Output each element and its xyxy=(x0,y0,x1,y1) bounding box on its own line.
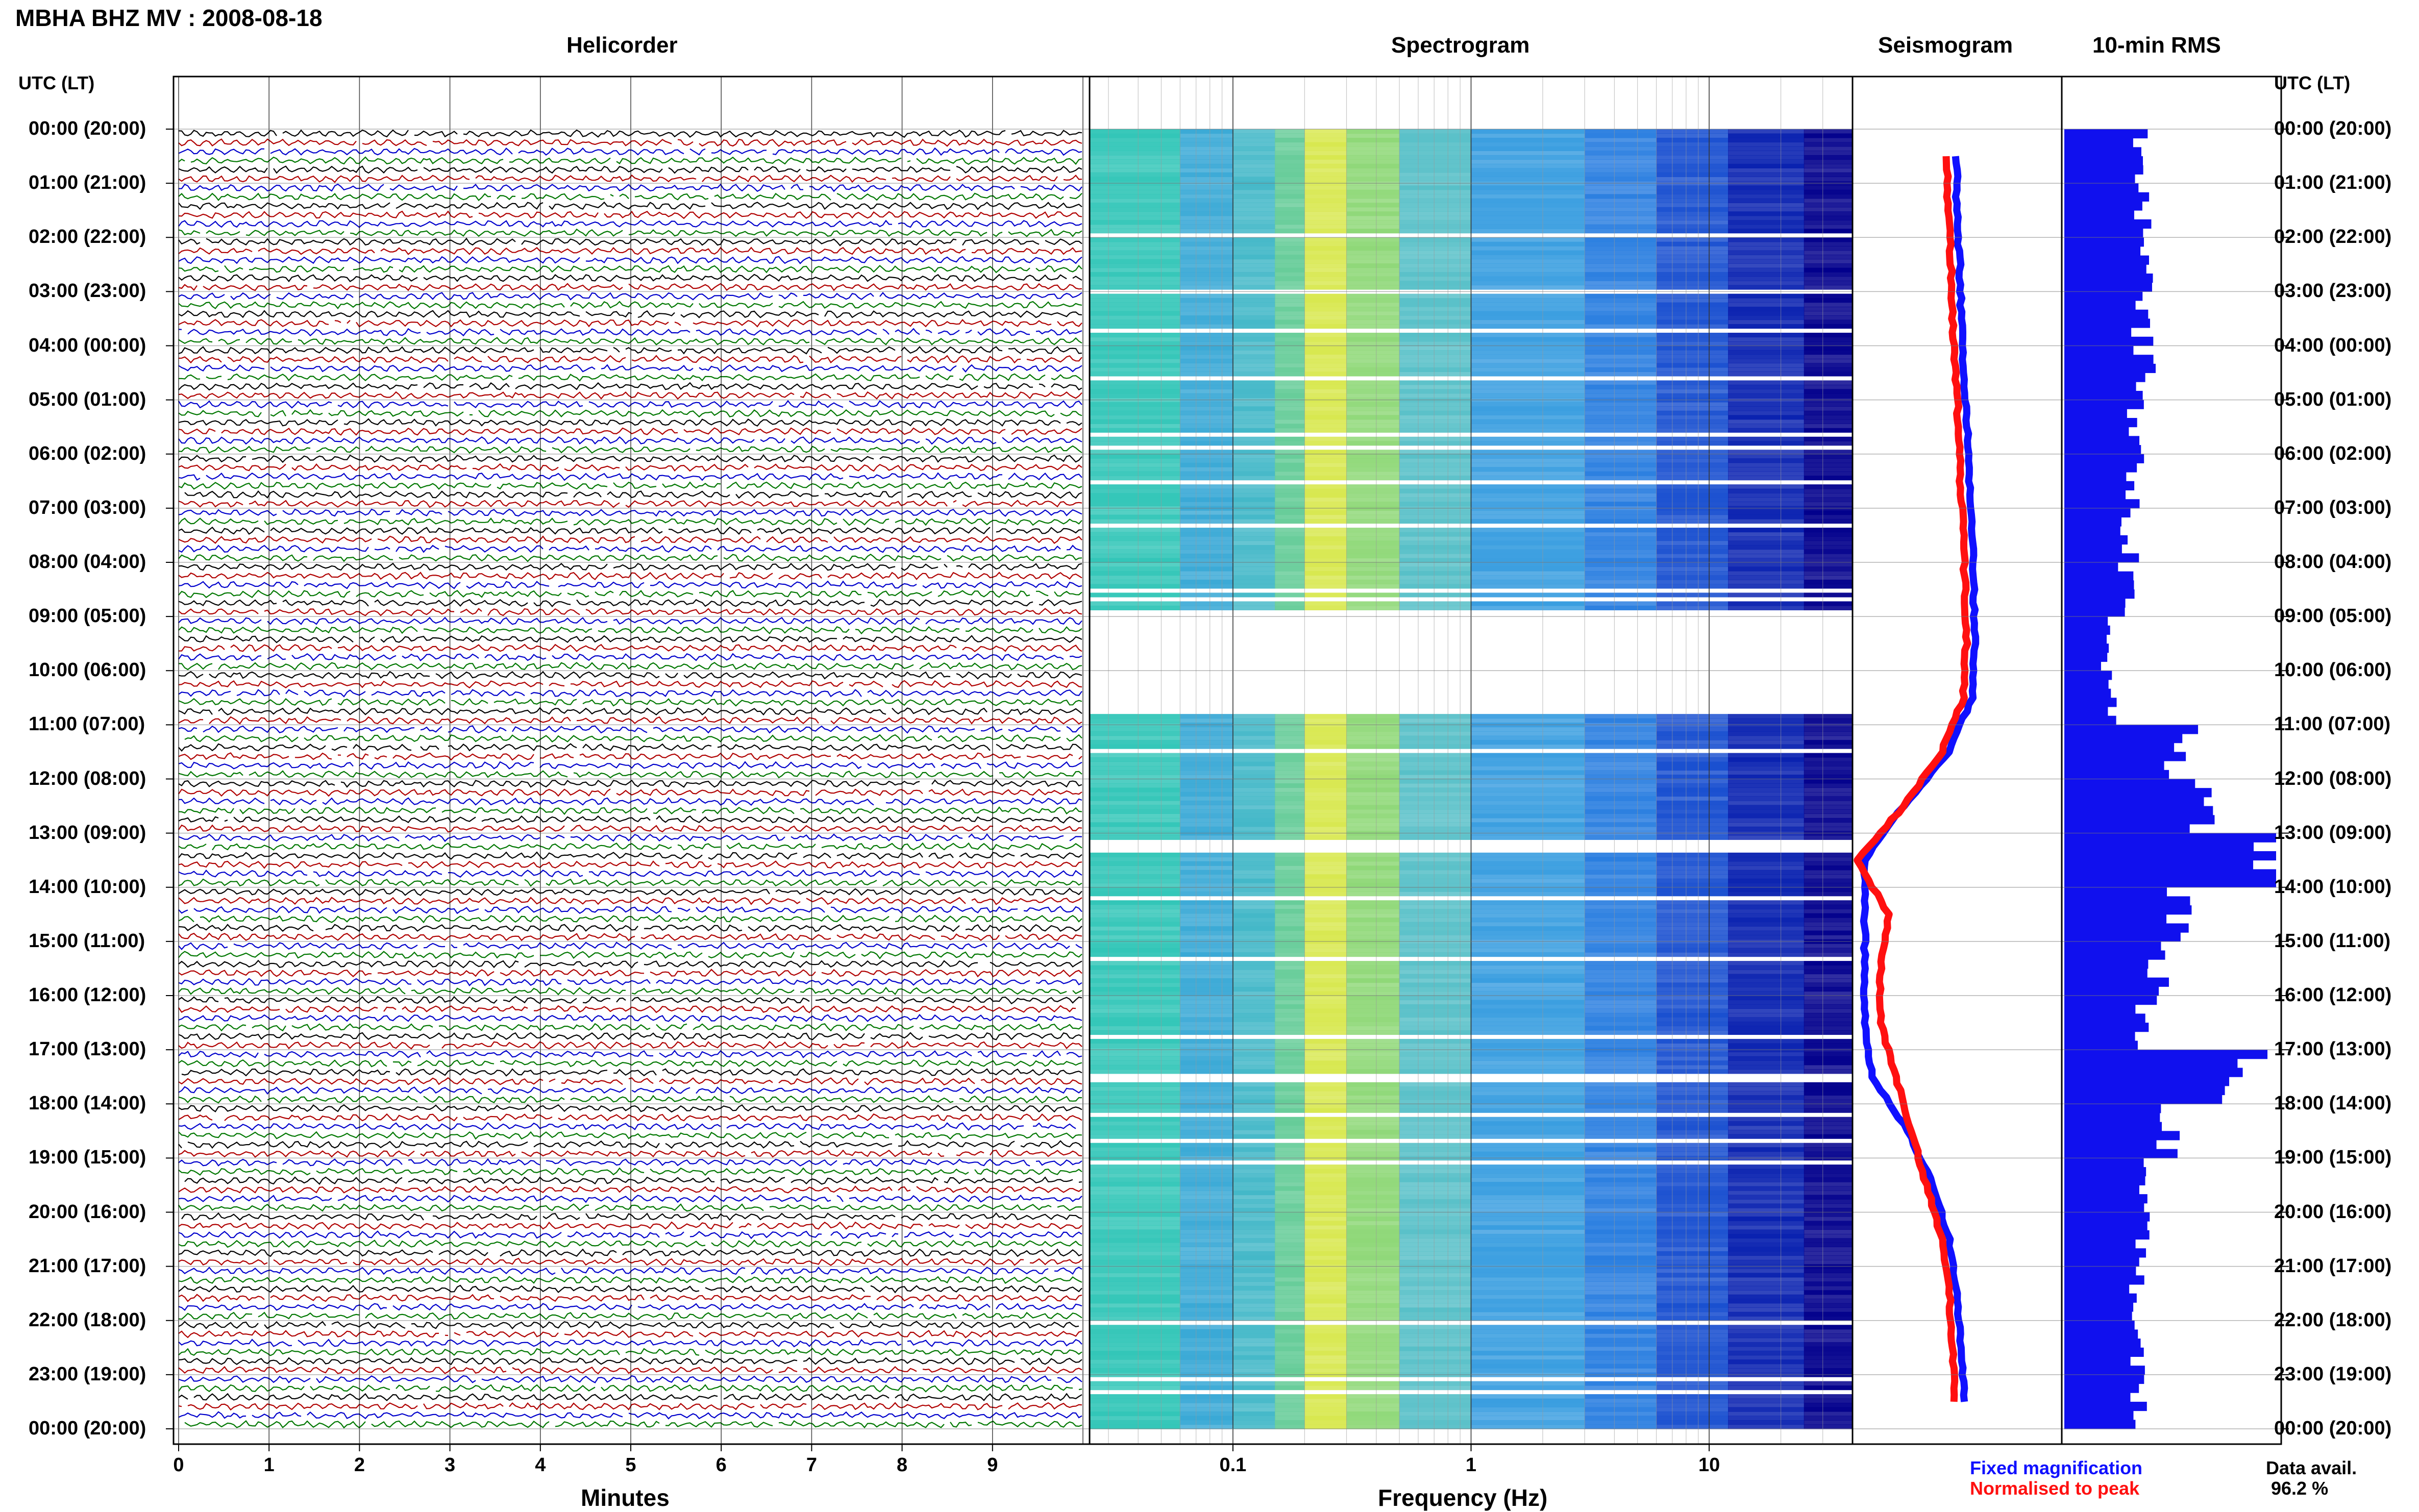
time-label-left: 14:00 (10:00) xyxy=(29,876,146,898)
frequency-tick-label: 10 xyxy=(1698,1454,1720,1476)
panel-frames xyxy=(166,76,2289,1451)
time-label-right: 19:00 (15:00) xyxy=(2274,1147,2392,1169)
time-label-left: 00:00 (20:00) xyxy=(29,118,146,139)
time-label-left: 11:00 (07:00) xyxy=(29,713,145,735)
time-label-right: 12:00 (08:00) xyxy=(2274,767,2392,789)
minute-tick-label: 2 xyxy=(354,1454,365,1476)
time-label-left: 12:00 (08:00) xyxy=(29,767,146,789)
helicorder-xlabel: Minutes xyxy=(581,1484,670,1511)
time-label-right: 03:00 (23:00) xyxy=(2274,280,2392,302)
time-label-right: 05:00 (01:00) xyxy=(2274,388,2392,410)
time-label-right: 16:00 (12:00) xyxy=(2274,984,2392,1006)
helicorder-title: Helicorder xyxy=(566,33,678,58)
time-label-right: 22:00 (18:00) xyxy=(2274,1309,2392,1331)
minute-tick-label: 9 xyxy=(987,1454,998,1476)
time-label-left: 13:00 (09:00) xyxy=(29,822,146,844)
spectrogram-xlabel: Frequency (Hz) xyxy=(1378,1484,1548,1511)
time-label-left: 22:00 (18:00) xyxy=(29,1309,146,1331)
utc-axis-label-right: UTC (LT) xyxy=(2274,72,2351,93)
time-label-right: 07:00 (03:00) xyxy=(2274,497,2392,518)
time-label-right: 09:00 (05:00) xyxy=(2274,605,2392,627)
rms-bars xyxy=(2064,129,2276,1429)
utc-axis-label-left: UTC (LT) xyxy=(18,72,95,93)
time-label-left: 18:00 (14:00) xyxy=(29,1093,146,1114)
helicorder-traces xyxy=(179,77,1083,1444)
minute-tick-label: 0 xyxy=(173,1454,184,1476)
time-label-right: 04:00 (00:00) xyxy=(2274,334,2392,356)
time-label-left: 20:00 (16:00) xyxy=(29,1201,146,1223)
time-label-left: 08:00 (04:00) xyxy=(29,551,146,573)
rms-title: 10-min RMS xyxy=(2092,33,2221,58)
time-label-right: 20:00 (16:00) xyxy=(2274,1201,2392,1223)
spectrogram-title: Spectrogram xyxy=(1391,33,1530,58)
time-label-right: 21:00 (17:00) xyxy=(2274,1255,2392,1277)
minute-tick-label: 8 xyxy=(897,1454,908,1476)
legend-fixed-magnification: Fixed magnification xyxy=(1970,1457,2143,1478)
time-label-right: 23:00 (19:00) xyxy=(2274,1363,2392,1385)
time-label-left: 10:00 (06:00) xyxy=(29,659,146,681)
time-label-right: 08:00 (04:00) xyxy=(2274,551,2392,573)
time-label-right: 06:00 (02:00) xyxy=(2274,442,2392,464)
frequency-tick-label: 0.1 xyxy=(1219,1454,1247,1476)
time-label-right: 02:00 (22:00) xyxy=(2274,226,2392,248)
time-label-left: 19:00 (15:00) xyxy=(29,1147,146,1169)
time-label-left: 16:00 (12:00) xyxy=(29,984,146,1006)
time-label-left: 07:00 (03:00) xyxy=(29,497,146,518)
minute-tick-label: 1 xyxy=(263,1454,275,1476)
time-label-right: 18:00 (14:00) xyxy=(2274,1093,2392,1114)
time-label-left: 01:00 (21:00) xyxy=(29,172,146,194)
figure-title: MBHA BHZ MV : 2008-08-18 xyxy=(15,5,323,31)
time-label-left: 00:00 (20:00) xyxy=(29,1418,146,1439)
time-label-right: 13:00 (09:00) xyxy=(2274,822,2392,844)
time-label-right: 00:00 (20:00) xyxy=(2274,1418,2392,1439)
time-label-left: 06:00 (02:00) xyxy=(29,442,146,464)
time-label-left: 15:00 (11:00) xyxy=(29,930,145,952)
legend-normalised-to-peak: Normalised to peak xyxy=(1970,1478,2140,1499)
spectrogram-image xyxy=(1090,77,1853,1444)
time-label-left: 09:00 (05:00) xyxy=(29,605,146,627)
data-availability-label: Data avail. xyxy=(2266,1457,2357,1478)
time-label-right: 01:00 (21:00) xyxy=(2274,172,2392,194)
time-label-right: 10:00 (06:00) xyxy=(2274,659,2392,681)
minute-tick-label: 3 xyxy=(445,1454,456,1476)
seismogram-title: Seismogram xyxy=(1878,33,2013,58)
minute-tick-label: 7 xyxy=(806,1454,817,1476)
minute-tick-label: 4 xyxy=(535,1454,546,1476)
time-label-right: 00:00 (20:00) xyxy=(2274,118,2392,139)
time-label-left: 23:00 (19:00) xyxy=(29,1363,146,1385)
time-label-right: 17:00 (13:00) xyxy=(2274,1038,2392,1060)
time-label-right: 11:00 (07:00) xyxy=(2274,713,2391,735)
minute-tick-label: 5 xyxy=(625,1454,636,1476)
time-label-left: 05:00 (01:00) xyxy=(29,388,146,410)
frequency-tick-label: 1 xyxy=(1465,1454,1477,1476)
time-label-right: 15:00 (11:00) xyxy=(2274,930,2391,952)
time-label-left: 02:00 (22:00) xyxy=(29,226,146,248)
time-label-left: 21:00 (17:00) xyxy=(29,1255,146,1277)
time-label-left: 17:00 (13:00) xyxy=(29,1038,146,1060)
data-availability-value: 96.2 % xyxy=(2271,1478,2329,1499)
minute-tick-label: 6 xyxy=(715,1454,727,1476)
time-label-right: 14:00 (10:00) xyxy=(2274,876,2392,898)
time-label-left: 04:00 (00:00) xyxy=(29,334,146,356)
time-label-left: 03:00 (23:00) xyxy=(29,280,146,302)
